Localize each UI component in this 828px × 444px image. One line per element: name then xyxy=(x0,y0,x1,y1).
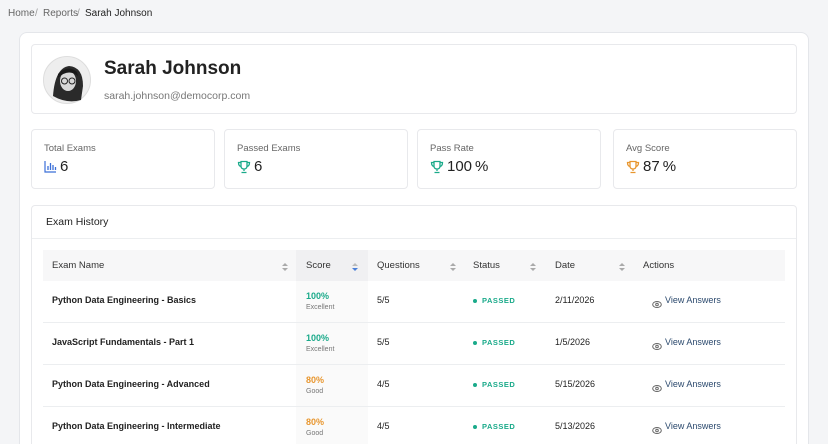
stat-label: Pass Rate xyxy=(430,143,474,154)
column-header[interactable]: Score xyxy=(306,260,331,271)
grade: Good xyxy=(306,388,324,395)
history-title: Exam History xyxy=(46,216,109,228)
trophy-icon xyxy=(430,160,444,173)
stat-value-row: 6 xyxy=(44,158,68,175)
stat-label: Passed Exams xyxy=(237,143,301,154)
view-icon xyxy=(652,380,662,398)
column-header: Actions xyxy=(643,260,675,271)
stat-card: Pass Rate 100% xyxy=(417,129,601,189)
stat-card: Avg Score 87% xyxy=(613,129,797,189)
stat-value-row: 87% xyxy=(626,158,676,175)
view-answers[interactable]: View Answers xyxy=(665,421,721,431)
table-header xyxy=(43,250,785,281)
column-header[interactable]: Status xyxy=(473,260,500,271)
status-dot xyxy=(473,299,477,303)
trophy-icon xyxy=(626,160,640,173)
date: 5/15/2026 xyxy=(555,379,596,389)
grade: Excellent xyxy=(306,304,335,311)
view-answers[interactable]: View Answers xyxy=(665,379,721,389)
score: 80% xyxy=(306,417,325,427)
row-divider xyxy=(43,364,785,365)
column-header[interactable]: Date xyxy=(555,260,576,271)
questions: 4/5 xyxy=(377,379,390,389)
date: 5/13/2026 xyxy=(555,421,596,431)
breadcrumb-current: Sarah Johnson xyxy=(85,8,153,19)
trophy-icon xyxy=(237,160,251,173)
stat-value: 87 xyxy=(643,158,660,175)
stat-card: Total Exams 6 xyxy=(31,129,215,189)
grade: Good xyxy=(306,430,324,437)
status: PASSED xyxy=(482,338,516,347)
sort-icon xyxy=(282,259,288,277)
profile-card: Sarah Johnson sarah.johnson@democorp.com xyxy=(31,44,797,114)
status-dot xyxy=(473,425,477,429)
row-divider xyxy=(43,406,785,407)
stat-unit: % xyxy=(475,158,489,175)
row-divider xyxy=(43,322,785,323)
exam-name: Python Data Engineering - Basics xyxy=(52,295,197,305)
status: PASSED xyxy=(482,422,516,431)
status-dot xyxy=(473,341,477,345)
sort-icon xyxy=(530,259,536,277)
view-answers[interactable]: View Answers xyxy=(665,295,721,305)
stat-value-row: 100% xyxy=(430,158,488,175)
sort-icon xyxy=(352,259,358,277)
status: PASSED xyxy=(482,380,516,389)
view-icon xyxy=(652,338,662,356)
stat-label: Total Exams xyxy=(44,143,96,154)
score: 100% xyxy=(306,333,330,343)
profile-name: Sarah Johnson xyxy=(104,58,242,79)
exam-name: Python Data Engineering - Intermediate xyxy=(52,421,221,431)
sort-icon xyxy=(619,259,625,277)
view-icon xyxy=(652,296,662,314)
history-card: Exam History xyxy=(31,205,797,444)
profile-email: sarah.johnson@democorp.com xyxy=(104,90,251,102)
status: PASSED xyxy=(482,296,516,305)
score: 80% xyxy=(306,375,325,385)
exam-name: Python Data Engineering - Advanced xyxy=(52,379,210,389)
view-answers[interactable]: View Answers xyxy=(665,337,721,347)
divider xyxy=(32,238,796,239)
date: 2/11/2026 xyxy=(555,295,595,305)
view-icon xyxy=(652,422,662,440)
stat-card: Passed Exams 6 xyxy=(224,129,408,189)
score: 100% xyxy=(306,291,330,301)
stat-value-row: 6 xyxy=(237,158,262,175)
stat-value: 6 xyxy=(254,158,263,175)
breadcrumb-link[interactable]: Reports xyxy=(43,8,79,19)
stat-unit: % xyxy=(662,158,677,175)
stat-label: Avg Score xyxy=(626,143,670,154)
stat-value: 6 xyxy=(60,158,69,175)
avatar xyxy=(43,56,91,104)
questions: 5/5 xyxy=(377,337,390,347)
stat-value: 100 xyxy=(447,158,473,175)
date: 1/5/2026 xyxy=(555,337,591,347)
status-dot xyxy=(473,383,477,387)
questions: 4/5 xyxy=(377,421,390,431)
sorted-column xyxy=(296,281,368,444)
chart-icon xyxy=(44,161,57,173)
column-header[interactable]: Questions xyxy=(377,260,420,271)
separator: / xyxy=(35,8,38,19)
column-header[interactable]: Exam Name xyxy=(52,260,105,271)
breadcrumb-link[interactable]: Home xyxy=(8,8,35,19)
questions: 5/5 xyxy=(377,295,390,305)
grade: Excellent xyxy=(306,346,335,353)
exam-name: JavaScript Fundamentals - Part 1 xyxy=(52,337,195,347)
separator: / xyxy=(77,8,80,19)
sort-icon xyxy=(450,259,456,277)
